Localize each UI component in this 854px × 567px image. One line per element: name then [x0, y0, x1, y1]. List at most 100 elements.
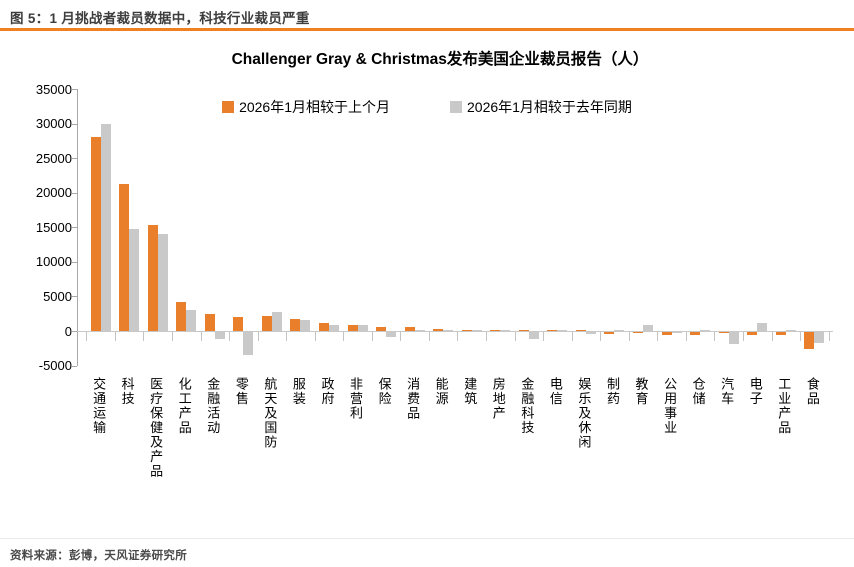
y-axis-tick-label: 5000 — [43, 288, 72, 304]
y-axis-tick — [72, 158, 77, 160]
bar-month-over-month — [376, 326, 387, 331]
bar-month-over-month — [490, 330, 501, 331]
category-label: 非营利 — [348, 377, 364, 421]
y-axis-line — [77, 89, 78, 366]
source-note: 资料来源：彭博，天风证券研究所 — [10, 550, 187, 562]
category-label: 保险 — [376, 377, 392, 406]
x-axis-tick — [828, 332, 830, 341]
bar-year-over-year — [528, 332, 539, 339]
category-label: 服装 — [290, 377, 306, 406]
legend-item-0: 2026年1月相较于上个月 — [222, 97, 390, 117]
bar-month-over-month — [204, 314, 215, 331]
y-axis-tick — [72, 365, 77, 367]
category-label: 医疗保健及产品 — [148, 377, 164, 479]
x-axis-tick — [114, 332, 116, 341]
category-label: 交通运输 — [91, 377, 107, 435]
figure-caption: 图 5：1 月挑战者裁员数据中，科技行业裁员严重 — [10, 11, 310, 26]
category-label: 仓储 — [690, 377, 706, 406]
bar-month-over-month — [461, 329, 472, 331]
bar-year-over-year — [557, 329, 568, 331]
category-label: 金融活动 — [205, 377, 221, 435]
category-label: 汽车 — [719, 377, 735, 406]
bar-month-over-month — [575, 329, 586, 331]
bar-month-over-month — [747, 332, 758, 335]
x-axis-line — [77, 330, 833, 332]
footer-divider — [0, 538, 854, 539]
bar-month-over-month — [261, 316, 272, 331]
y-axis-tick-label: 0 — [64, 323, 72, 339]
y-axis-tick-label: 30000 — [35, 116, 72, 132]
bar-year-over-year — [785, 329, 796, 331]
bar-year-over-year — [471, 330, 482, 331]
bar-month-over-month — [233, 317, 244, 331]
x-axis-tick — [657, 332, 659, 341]
bar-month-over-month — [518, 330, 529, 331]
x-axis-tick — [571, 332, 573, 341]
y-axis-tick-label: 25000 — [35, 150, 72, 166]
x-axis-tick — [343, 332, 345, 341]
category-label: 制药 — [604, 377, 620, 406]
x-axis-tick — [400, 332, 402, 341]
bar-month-over-month — [804, 332, 815, 349]
bar-month-over-month — [347, 324, 358, 331]
y-axis-tick-label: 35000 — [35, 81, 72, 97]
category-label: 电子 — [747, 377, 763, 406]
bar-year-over-year — [357, 325, 368, 331]
category-label: 娱乐及休闲 — [576, 377, 592, 450]
bar-year-over-year — [100, 124, 111, 331]
x-axis-tick — [685, 332, 687, 341]
bar-month-over-month — [690, 332, 701, 335]
x-axis-tick — [229, 332, 231, 341]
category-label: 教育 — [633, 377, 649, 406]
bar-year-over-year — [500, 330, 511, 331]
bar-year-over-year — [814, 332, 825, 344]
category-label: 航天及国防 — [262, 377, 278, 450]
bar-month-over-month — [404, 326, 415, 331]
legend-label: 2026年1月相较于上个月 — [239, 99, 390, 115]
bar-year-over-year — [386, 332, 397, 337]
bar-year-over-year — [328, 324, 339, 331]
x-axis-tick — [600, 332, 602, 341]
bar-year-over-year — [700, 329, 711, 331]
category-label: 金融科技 — [519, 377, 535, 435]
bar-year-over-year — [186, 310, 197, 331]
x-axis-tick — [286, 332, 288, 341]
category-label: 公用事业 — [662, 377, 678, 435]
y-axis-tick — [72, 89, 77, 91]
y-axis-tick-label: 20000 — [35, 185, 72, 201]
x-axis-tick — [86, 332, 88, 341]
bar-month-over-month — [633, 332, 644, 334]
x-axis-tick — [514, 332, 516, 341]
bar-year-over-year — [300, 319, 311, 331]
x-axis-tick — [800, 332, 802, 341]
x-axis-tick — [143, 332, 145, 341]
bar-year-over-year — [585, 332, 596, 335]
x-axis-tick — [171, 332, 173, 341]
x-axis-tick — [457, 332, 459, 341]
bar-month-over-month — [318, 323, 329, 331]
bar-month-over-month — [433, 328, 444, 331]
category-label: 零售 — [233, 377, 249, 406]
y-axis-tick — [72, 227, 77, 229]
legend-label: 2026年1月相较于去年同期 — [467, 99, 632, 115]
bar-month-over-month — [90, 136, 101, 331]
bar-year-over-year — [757, 323, 768, 331]
x-axis-tick — [628, 332, 630, 341]
bar-year-over-year — [614, 330, 625, 331]
bar-month-over-month — [547, 330, 558, 331]
x-axis-tick — [314, 332, 316, 341]
chart-title: Challenger Gray & Christmas发布美国企业裁员报告（人） — [231, 51, 649, 68]
chart-legend: 2026年1月相较于上个月 2026年1月相较于去年同期 — [0, 97, 854, 117]
category-label: 工业产品 — [776, 377, 792, 435]
bar-year-over-year — [271, 311, 282, 331]
bar-month-over-month — [604, 332, 615, 335]
x-axis-tick — [543, 332, 545, 341]
bar-month-over-month — [290, 318, 301, 331]
y-axis-tick-label: 10000 — [35, 254, 72, 270]
x-axis-tick — [486, 332, 487, 341]
y-axis-tick-label: 15000 — [35, 219, 72, 235]
bar-month-over-month — [775, 332, 786, 336]
x-axis-tick — [742, 332, 744, 341]
category-label: 食品 — [804, 377, 820, 406]
